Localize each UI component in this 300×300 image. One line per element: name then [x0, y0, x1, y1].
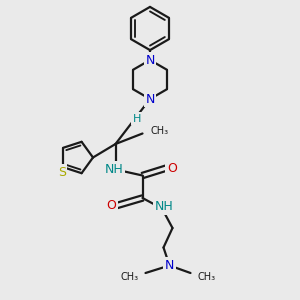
Text: NH: NH — [155, 200, 174, 214]
Text: N: N — [145, 53, 155, 67]
Text: H: H — [133, 113, 141, 124]
Text: N: N — [145, 92, 155, 106]
Text: CH₃: CH₃ — [121, 272, 139, 282]
Text: O: O — [107, 199, 116, 212]
Text: CH₃: CH₃ — [151, 126, 169, 136]
Text: O: O — [167, 161, 177, 175]
Text: CH₃: CH₃ — [197, 272, 215, 282]
Text: S: S — [58, 166, 66, 179]
Text: NH: NH — [105, 163, 123, 176]
Text: N: N — [165, 259, 174, 272]
